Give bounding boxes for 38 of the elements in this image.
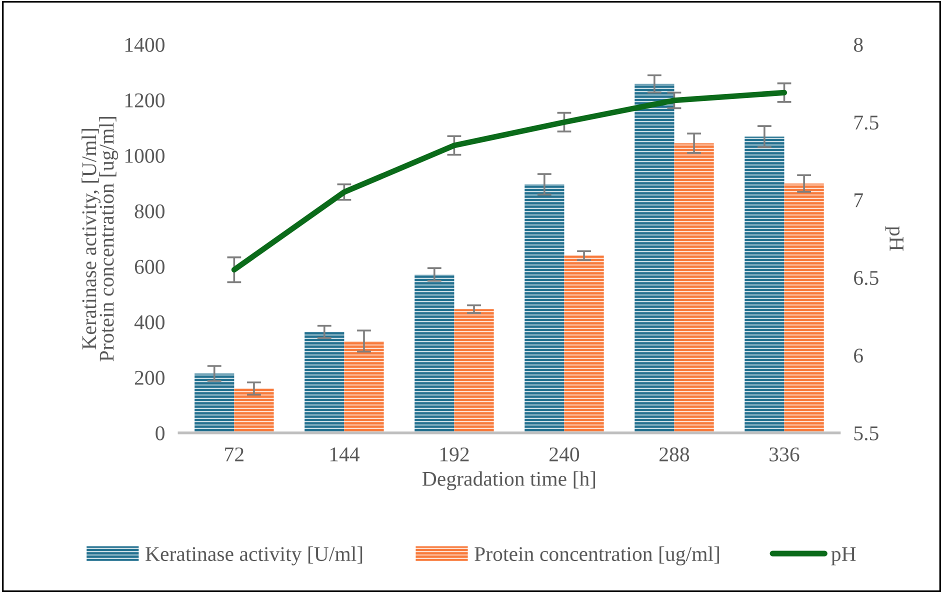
bar — [564, 256, 604, 433]
bar — [454, 309, 494, 433]
legend-label: Protein concentration [ug/ml] — [474, 546, 719, 566]
bar — [414, 274, 454, 433]
y2-tick-label: 7 — [854, 193, 863, 208]
y2-tick-label: 6 — [854, 348, 863, 363]
x-tick-label: 144 — [330, 447, 360, 462]
y-tick-label: 400 — [134, 315, 164, 330]
bar — [304, 332, 344, 433]
legend-label: Keratinase activity [U/ml] — [146, 546, 362, 566]
y2-tick-label: 6.5 — [854, 270, 878, 286]
bar — [344, 341, 384, 433]
legend-label: pH — [831, 547, 856, 566]
bar — [674, 143, 714, 433]
y-tick-label: 1000 — [125, 148, 164, 163]
x-tick-label: 192 — [440, 447, 469, 462]
y-tick-label: 600 — [134, 260, 164, 274]
y-tick-label: 800 — [134, 204, 164, 218]
y-tick-label: 1200 — [125, 93, 164, 108]
bar — [524, 184, 564, 433]
y-tick-label: 0 — [156, 426, 164, 440]
y2-axis-title: pH — [885, 226, 904, 251]
y2-tick-label: 7.5 — [854, 116, 878, 130]
y2-tick-label: 8 — [854, 38, 863, 52]
y2-tick-label: 5.5 — [854, 426, 878, 440]
bar — [194, 374, 234, 433]
y-tick-label: 1400 — [125, 38, 164, 52]
x-tick-label: 240 — [550, 447, 580, 462]
y-axis-title: Keratinase activity, [U/ml] Protein concentration [ug/ml] — [82, 117, 118, 362]
bar — [634, 84, 674, 433]
bar — [784, 183, 824, 433]
x-tick-label: 336 — [770, 447, 800, 462]
y-tick-label: 200 — [134, 370, 164, 385]
x-axis-title: Degradation time [h] — [422, 471, 596, 490]
bar — [234, 388, 274, 433]
bar — [744, 136, 784, 433]
x-tick-label: 288 — [660, 447, 690, 462]
x-tick-label: 72 — [225, 447, 244, 462]
